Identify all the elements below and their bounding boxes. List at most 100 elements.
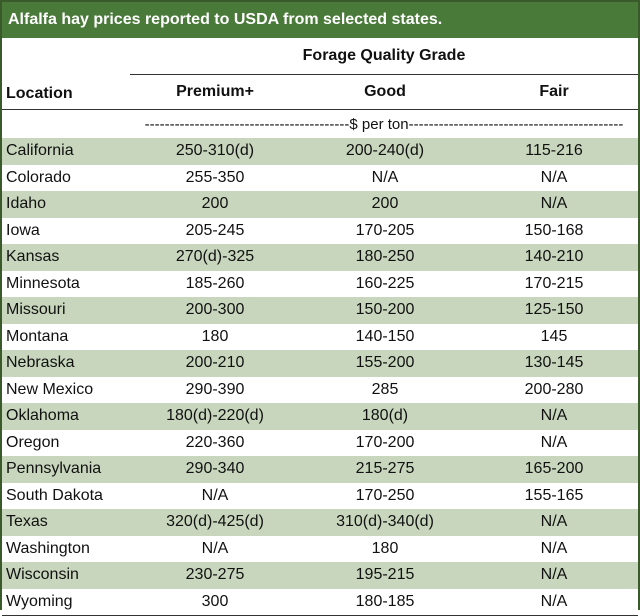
cell-fair: 145 [470, 323, 639, 350]
cell-good: N/A [300, 164, 470, 191]
cell-good: 170-250 [300, 482, 470, 509]
forage-quality-grade-header: Forage Quality Grade [130, 38, 639, 75]
cell-premium: 255-350 [130, 164, 300, 191]
cell-fair: N/A [470, 403, 639, 430]
cell-good: 170-205 [300, 217, 470, 244]
cell-fair: N/A [470, 191, 639, 218]
table-row: Oklahoma 180(d)-220(d) 180(d) N/A [2, 403, 639, 430]
cell-premium: 185-260 [130, 270, 300, 297]
cell-good: 150-200 [300, 297, 470, 324]
cell-good: 180 [300, 535, 470, 562]
cell-fair: N/A [470, 509, 639, 536]
cell-location: Idaho [2, 191, 130, 218]
cell-fair: N/A [470, 588, 639, 616]
cell-premium: 270(d)-325 [130, 244, 300, 271]
cell-location: Iowa [2, 217, 130, 244]
cell-good: 170-200 [300, 429, 470, 456]
table-row: Oregon 220-360 170-200 N/A [2, 429, 639, 456]
table-body: California 250-310(d) 200-240(d) 115-216 Col… [2, 138, 639, 616]
table-row: Texas 320(d)-425(d) 310(d)-340(d) N/A [2, 509, 639, 536]
cell-good: 310(d)-340(d) [300, 509, 470, 536]
cell-fair: 200-280 [470, 376, 639, 403]
cell-location: New Mexico [2, 376, 130, 403]
good-header: Good [364, 83, 406, 100]
table-title: Alfalfa hay prices reported to USDA from… [2, 2, 638, 38]
cell-fair: 125-150 [470, 297, 639, 324]
cell-premium: 290-390 [130, 376, 300, 403]
cell-premium: 290-340 [130, 456, 300, 483]
cell-good: 195-215 [300, 562, 470, 589]
cell-good: 215-275 [300, 456, 470, 483]
cell-location: Minnesota [2, 270, 130, 297]
cell-fair: 130-145 [470, 350, 639, 377]
table-row: Pennsylvania 290-340 215-275 165-200 [2, 456, 639, 483]
cell-premium: 250-310(d) [130, 138, 300, 165]
cell-fair: 155-165 [470, 482, 639, 509]
cell-fair: N/A [470, 535, 639, 562]
cell-location: Oklahoma [2, 403, 130, 430]
table-row: Washington N/A 180 N/A [2, 535, 639, 562]
price-table: Location Forage Quality Grade Premium+ G… [2, 38, 639, 616]
table-row: South Dakota N/A 170-250 155-165 [2, 482, 639, 509]
cell-premium: 200-210 [130, 350, 300, 377]
cell-premium: 230-275 [130, 562, 300, 589]
cell-premium: 200-300 [130, 297, 300, 324]
cell-location: Texas [2, 509, 130, 536]
cell-premium: 180 [130, 323, 300, 350]
cell-location: South Dakota [2, 482, 130, 509]
table-row: Missouri 200-300 150-200 125-150 [2, 297, 639, 324]
cell-location: Washington [2, 535, 130, 562]
unit-label: ----------------------------------------… [130, 109, 639, 138]
cell-fair: 140-210 [470, 244, 639, 271]
cell-premium: N/A [130, 535, 300, 562]
table-row: Kansas 270(d)-325 180-250 140-210 [2, 244, 639, 271]
table-row: New Mexico 290-390 285 200-280 [2, 376, 639, 403]
cell-location: Kansas [2, 244, 130, 271]
location-header: Location [2, 38, 130, 110]
cell-good: 285 [300, 376, 470, 403]
table-row: Wyoming 300 180-185 N/A [2, 588, 639, 616]
table-row: Iowa 205-245 170-205 150-168 [2, 217, 639, 244]
cell-fair: 170-215 [470, 270, 639, 297]
cell-location: California [2, 138, 130, 165]
cell-location: Missouri [2, 297, 130, 324]
cell-premium: 180(d)-220(d) [130, 403, 300, 430]
table-row: Nebraska 200-210 155-200 130-145 [2, 350, 639, 377]
cell-location: Nebraska [2, 350, 130, 377]
cell-premium: 200 [130, 191, 300, 218]
table-row: Minnesota 185-260 160-225 170-215 [2, 270, 639, 297]
cell-location: Wisconsin [2, 562, 130, 589]
cell-good: 155-200 [300, 350, 470, 377]
cell-fair: 165-200 [470, 456, 639, 483]
table-row: Wisconsin 230-275 195-215 N/A [2, 562, 639, 589]
cell-premium: 220-360 [130, 429, 300, 456]
cell-fair: 150-168 [470, 217, 639, 244]
fair-header: Fair [539, 83, 569, 100]
cell-location: Wyoming [2, 588, 130, 616]
table-row: Colorado 255-350 N/A N/A [2, 164, 639, 191]
cell-fair: N/A [470, 562, 639, 589]
cell-good: 160-225 [300, 270, 470, 297]
cell-premium: N/A [130, 482, 300, 509]
cell-good: 180-185 [300, 588, 470, 616]
cell-premium: 320(d)-425(d) [130, 509, 300, 536]
table-row: Idaho 200 200 N/A [2, 191, 639, 218]
premium-header: Premium+ [176, 83, 254, 100]
cell-location: Pennsylvania [2, 456, 130, 483]
cell-location: Montana [2, 323, 130, 350]
cell-good: 200-240(d) [300, 138, 470, 165]
cell-good: 200 [300, 191, 470, 218]
cell-location: Oregon [2, 429, 130, 456]
cell-fair: N/A [470, 429, 639, 456]
cell-fair: N/A [470, 164, 639, 191]
table-row: Montana 180 140-150 145 [2, 323, 639, 350]
cell-premium: 300 [130, 588, 300, 616]
cell-premium: 205-245 [130, 217, 300, 244]
cell-fair: 115-216 [470, 138, 639, 165]
cell-location: Colorado [2, 164, 130, 191]
cell-good: 180(d) [300, 403, 470, 430]
table-row: California 250-310(d) 200-240(d) 115-216 [2, 138, 639, 165]
unit-row-spacer [2, 109, 130, 138]
cell-good: 140-150 [300, 323, 470, 350]
